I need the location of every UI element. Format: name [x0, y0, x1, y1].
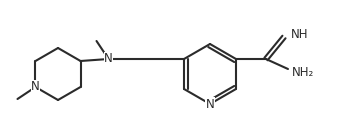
Text: N: N: [31, 81, 40, 94]
Text: NH₂: NH₂: [292, 67, 314, 80]
Text: N: N: [104, 53, 113, 66]
Text: N: N: [206, 97, 214, 111]
Text: NH: NH: [291, 29, 309, 42]
